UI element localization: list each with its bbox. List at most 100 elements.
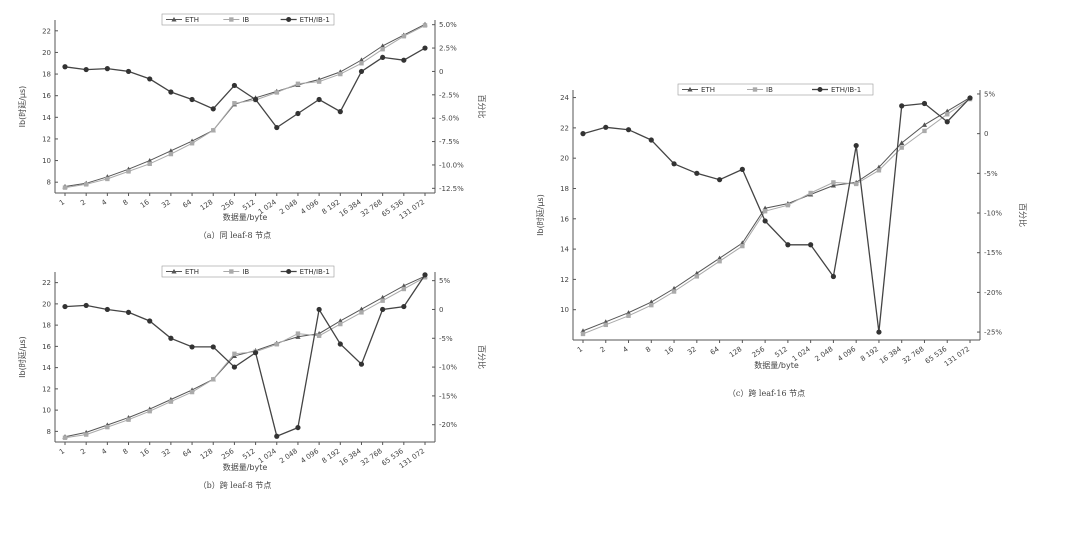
chart-b: 8 10 12 14 16 18 20 22 5% 0 -5% -10% -15% -20% 1 2 4 8 16 3… [0, 262, 487, 502]
legend-label: IB [766, 86, 773, 94]
x-tick-label: 32 [160, 198, 172, 210]
ib-point [232, 351, 237, 357]
ratio-point [295, 424, 301, 431]
x-tick-label: 8 192 [859, 345, 880, 363]
x-tick-label: 128 [728, 345, 744, 359]
ib-point [316, 333, 322, 338]
ib-point [740, 243, 745, 249]
y-tick-label: 24 [560, 94, 569, 102]
eth-point [921, 122, 928, 127]
y2-tick-label: -15% [439, 392, 457, 400]
ratio-point [358, 361, 365, 367]
legend [161, 265, 335, 278]
ib-point [189, 141, 195, 146]
eth-point [358, 57, 365, 63]
ratio-point [739, 166, 745, 172]
series-line-ETH/IB-1 [64, 274, 426, 438]
x-tick-label: 512 [241, 198, 257, 212]
x-tick-label: 16 384 [878, 345, 903, 366]
y-axis-title: Ib(时延/μs) [17, 86, 27, 128]
x-axis-title: 数据量/byte [754, 360, 799, 370]
ib-point [105, 176, 110, 182]
legend-marker [687, 86, 693, 92]
x-tick-label: 2 [79, 198, 87, 207]
x-tick-label: 2 048 [278, 198, 299, 216]
ib-point [808, 190, 813, 196]
eth-point [295, 334, 301, 339]
x-tick-label: 32 768 [359, 198, 384, 219]
y-tick-label: 8 [47, 428, 51, 436]
y2-axis-title: 百分比 [477, 95, 487, 119]
ratio-point [316, 96, 322, 103]
eth-point [380, 43, 386, 48]
ib-point [147, 408, 152, 414]
ratio-point [168, 89, 174, 95]
ratio-point [380, 54, 386, 61]
x-tick-label: 4 096 [836, 345, 857, 363]
ratio-point [401, 57, 407, 63]
eth-point [358, 306, 365, 312]
legend-label: IB [242, 16, 249, 24]
y-tick-label: 20 [560, 155, 569, 163]
y2-tick-label: -12.5% [439, 185, 464, 193]
ratio-point [104, 306, 110, 313]
legend-marker [286, 269, 292, 274]
eth-point [401, 283, 407, 288]
y2-tick-label: 2.5% [439, 45, 457, 53]
x-tick-label: 512 [241, 447, 257, 461]
ib-point [945, 112, 950, 117]
y2-tick-label: -10% [439, 364, 457, 372]
y-axis-title: Ib(时延/μs) [17, 336, 27, 378]
y-tick-label: 10 [42, 407, 51, 415]
ib-point [401, 34, 407, 39]
ratio-point [189, 344, 195, 350]
ratio-point [316, 306, 322, 313]
ib-point [211, 377, 216, 382]
x-tick-label: 64 [181, 447, 193, 459]
ib-point [401, 286, 407, 292]
ratio-point [147, 318, 153, 324]
eth-point [147, 157, 153, 163]
ratio-point [671, 161, 677, 167]
x-tick-label: 256 [220, 447, 236, 462]
legend-label: ETH/IB-1 [300, 16, 330, 24]
x-tick-label: 8 [121, 447, 129, 456]
legend-label: ETH [701, 86, 715, 94]
chart-caption: （b）跨 leaf-8 节点 [199, 481, 272, 490]
x-tick-label: 131 072 [943, 345, 971, 368]
y-tick-label: 18 [42, 71, 51, 79]
ratio-point [716, 177, 723, 183]
ib-point [831, 180, 836, 185]
x-tick-label: 16 384 [338, 447, 363, 468]
ratio-point [295, 110, 301, 117]
legend [161, 13, 335, 26]
y-tick-label: 20 [42, 300, 51, 308]
ratio-point [380, 306, 386, 313]
y2-tick-label: 5% [439, 277, 450, 285]
ib-point [785, 202, 791, 208]
y2-tick-label: -5% [984, 170, 998, 178]
ib-point [295, 331, 301, 336]
series-line-ETH [64, 23, 426, 187]
ib-point [603, 322, 608, 328]
ratio-point [899, 103, 905, 109]
ratio-point [231, 82, 238, 89]
y-axis-title: Ib(时延/μs) [535, 194, 545, 236]
ib-point [853, 181, 859, 187]
ratio-point [274, 433, 280, 439]
y2-axis-title: 百分比 [1018, 203, 1028, 227]
eth-point [168, 148, 174, 153]
ratio-point [830, 273, 837, 280]
ratio-point [921, 100, 928, 107]
ratio-point [967, 95, 973, 101]
x-tick-label: 16 [139, 198, 151, 210]
legend-label: IB [242, 268, 249, 276]
ib-point [338, 321, 343, 327]
x-tick-label: 4 096 [299, 447, 320, 465]
x-tick-label: 1 [58, 198, 66, 207]
ratio-point [252, 350, 259, 356]
ib-point [62, 435, 68, 440]
legend-marker [286, 17, 292, 22]
y-tick-label: 22 [42, 27, 51, 35]
